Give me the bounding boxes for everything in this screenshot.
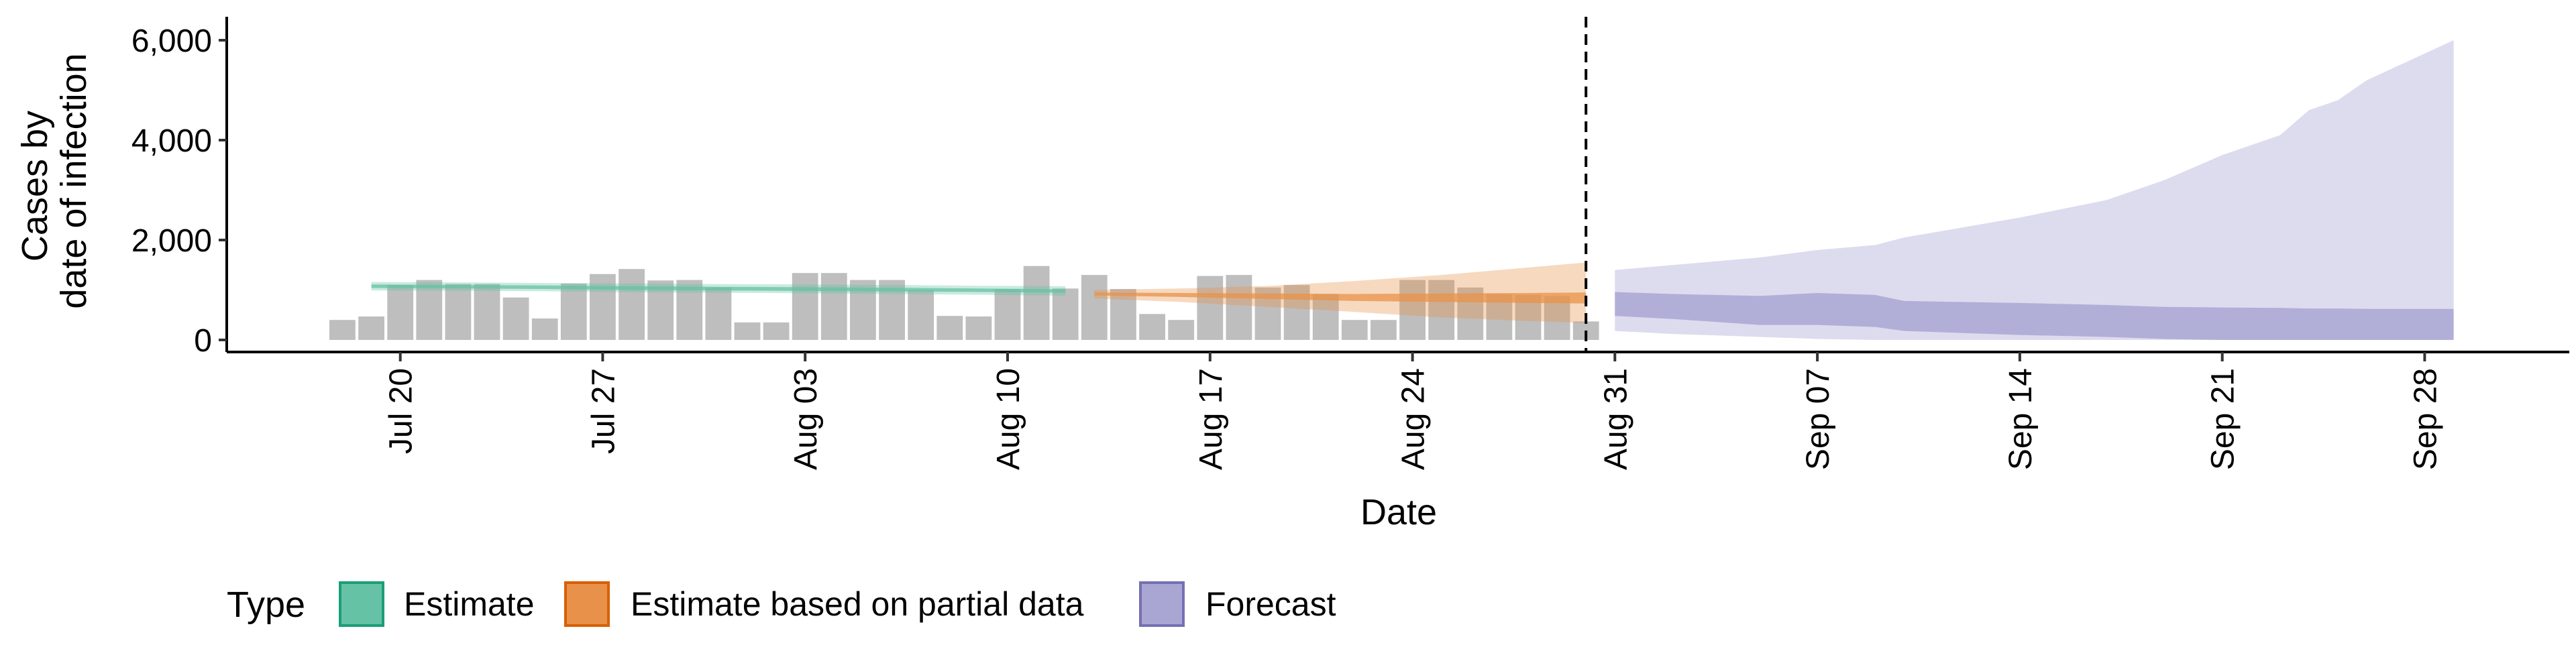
x-tick-label: Aug 17 [1193,368,1229,470]
observed-case-bar [358,316,384,340]
x-tick-label: Jul 27 [586,368,621,454]
y-axis-title-line-2: date of infection [54,53,94,308]
observed-case-bar [1168,320,1195,340]
observed-case-bar [1399,280,1426,340]
forecast-outer-band [1615,40,2454,340]
legend-title: Type [227,585,305,625]
x-tick-label: Sep 21 [2206,368,2241,470]
y-tick-label: 2,000 [131,223,212,259]
observed-case-bar [387,285,414,340]
observed-case-bar [1428,280,1455,340]
observed-case-bar [416,280,443,340]
y-axis-title: Cases by date of infection [15,53,94,308]
x-axis-title: Date [1360,492,1437,532]
observed-case-bar [502,297,529,340]
legend-label-forecast: Forecast [1205,585,1336,623]
observed-case-bar [560,283,587,340]
observed-case-bar [1226,275,1252,340]
observed-case-bar [792,273,818,340]
observed-case-bar [734,322,761,340]
legend-swatch-forecast [1139,581,1185,627]
observed-case-bar [531,318,558,340]
x-tick-label: Aug 24 [1396,368,1432,470]
x-tick-label: Sep 28 [2408,368,2443,470]
legend: Type Estimate Estimate based on partial … [227,581,1336,627]
observed-case-bar [1052,288,1079,340]
y-tick-label: 6,000 [131,23,212,59]
observed-case-bar [590,274,616,340]
plot-area [329,17,2454,352]
legend-swatch-estimate [339,581,384,627]
y-axis-title-line-1: Cases by [15,111,55,261]
y-tick-label: 4,000 [131,123,212,159]
legend-swatch-partial [564,581,610,627]
observed-case-bar [820,273,847,340]
observed-case-bar [965,316,992,340]
observed-case-bar [936,316,963,340]
observed-case-bar [1139,314,1165,340]
observed-case-bar [1341,320,1368,340]
forecast-inner-band [1615,292,2454,340]
observed-case-bar [908,290,934,340]
observed-case-bar [1312,294,1339,340]
legend-label-partial: Estimate based on partial data [631,585,1084,623]
x-tick-label: Aug 03 [788,368,824,470]
observed-case-bar [647,280,674,340]
partial-estimate-inner-band [1094,292,1587,304]
observed-case-bar [1197,276,1224,340]
observed-case-bar [705,287,732,340]
observed-case-bar [1110,289,1136,340]
x-tick-label: Sep 14 [2003,368,2039,470]
x-tick-label: Sep 07 [1801,368,1836,470]
observed-case-bar [329,320,356,340]
observed-case-bar [619,269,645,340]
observed-case-bar [1371,320,1397,340]
estimate-inner-band [371,284,1066,293]
observed-case-bar [994,289,1021,340]
observed-case-bar [474,284,500,340]
x-tick-label: Jul 20 [384,368,419,454]
partial-estimate-outer-band [1094,262,1587,323]
x-tick-label: Aug 10 [991,368,1026,470]
observed-case-bar [445,284,472,340]
axes: 0 2,000 4,000 6,000 Jul 20 Jul 27 Aug 03 Aug 10… [131,17,2569,470]
observed-case-bar [1023,266,1050,340]
y-tick-label: 0 [194,323,212,359]
legend-label-estimate: Estimate [404,585,535,623]
x-tick-label: Aug 31 [1598,368,1633,470]
observed-case-bar [1081,275,1108,340]
observed-case-bar [763,322,790,340]
